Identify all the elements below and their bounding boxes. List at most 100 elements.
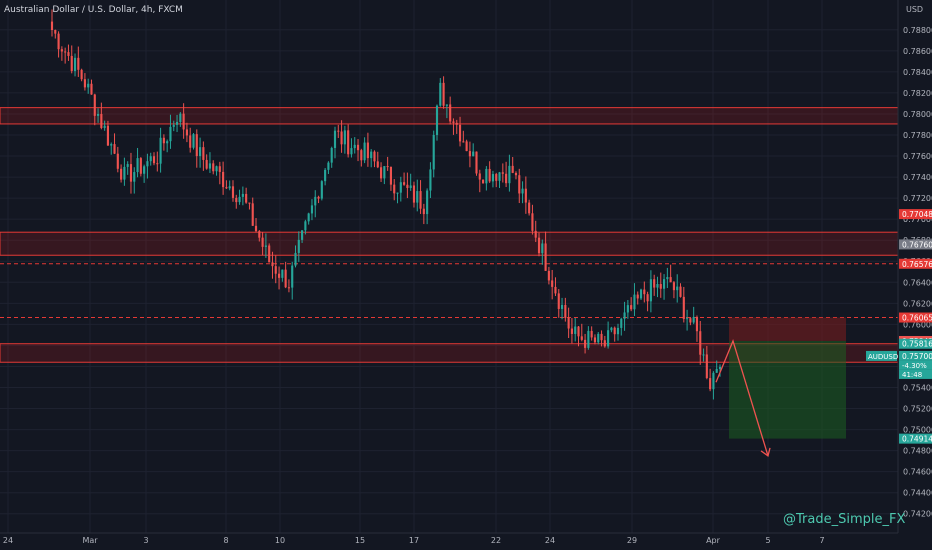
candle[interactable] (215, 166, 218, 172)
candle[interactable] (208, 163, 212, 169)
candle[interactable] (301, 230, 304, 240)
candle[interactable] (426, 190, 429, 215)
candle[interactable] (422, 208, 425, 215)
candle[interactable] (396, 192, 399, 194)
candle[interactable] (254, 225, 258, 232)
candle[interactable] (235, 197, 238, 203)
candle[interactable] (373, 151, 376, 162)
candle[interactable] (340, 131, 343, 145)
candle[interactable] (70, 55, 73, 72)
candle[interactable] (551, 280, 554, 287)
candle[interactable] (96, 113, 100, 116)
candle[interactable] (73, 57, 77, 72)
candle[interactable] (662, 279, 666, 289)
candle[interactable] (304, 221, 307, 231)
candle[interactable] (179, 113, 182, 122)
candle[interactable] (692, 316, 695, 323)
candle[interactable] (518, 175, 521, 194)
candle[interactable] (432, 134, 435, 170)
price-tag[interactable] (899, 312, 932, 323)
candle[interactable] (505, 173, 508, 184)
candle[interactable] (718, 367, 722, 369)
candle[interactable] (593, 337, 597, 343)
candle[interactable] (600, 333, 603, 341)
candle[interactable] (314, 196, 317, 206)
candle[interactable] (83, 79, 86, 88)
candle[interactable] (610, 327, 613, 331)
candle[interactable] (327, 162, 330, 170)
candle[interactable] (268, 245, 271, 263)
candle[interactable] (347, 130, 350, 155)
candle[interactable] (350, 148, 353, 155)
candle[interactable] (544, 243, 547, 271)
candle[interactable] (320, 181, 323, 199)
candle[interactable] (639, 289, 643, 299)
candle[interactable] (580, 336, 583, 340)
candle[interactable] (133, 172, 136, 182)
candle[interactable] (185, 129, 188, 136)
candle[interactable] (54, 30, 57, 34)
candle[interactable] (705, 354, 708, 379)
candle[interactable] (225, 187, 228, 189)
candle[interactable] (679, 286, 682, 297)
price-tag[interactable] (899, 338, 932, 349)
candle[interactable] (57, 33, 60, 50)
candle[interactable] (228, 186, 231, 189)
candle[interactable] (449, 104, 452, 122)
candle[interactable] (626, 305, 629, 313)
candle[interactable] (403, 182, 406, 185)
candle[interactable] (90, 83, 93, 95)
candle[interactable] (577, 326, 580, 337)
candle[interactable] (77, 57, 80, 70)
candle[interactable] (488, 168, 491, 182)
candle[interactable] (60, 49, 63, 52)
price-tag[interactable] (899, 433, 932, 444)
candle[interactable] (383, 166, 386, 179)
candle[interactable] (603, 340, 606, 347)
candle[interactable] (353, 144, 356, 149)
candle[interactable] (435, 105, 439, 135)
candle[interactable] (386, 166, 389, 168)
candle[interactable] (370, 151, 373, 159)
candle[interactable] (330, 147, 333, 163)
candle[interactable] (379, 167, 383, 179)
candle[interactable] (284, 269, 287, 288)
candle[interactable] (666, 277, 669, 280)
candle[interactable] (343, 130, 346, 145)
candle[interactable] (248, 202, 251, 204)
candle[interactable] (110, 144, 113, 146)
candle[interactable] (613, 327, 616, 335)
candle[interactable] (715, 368, 718, 373)
candle[interactable] (126, 164, 129, 167)
candle[interactable] (80, 69, 83, 80)
candle[interactable] (129, 164, 133, 182)
candle[interactable] (597, 333, 600, 343)
stop-loss-zone[interactable] (729, 317, 846, 341)
candle[interactable] (676, 286, 679, 291)
candle[interactable] (366, 142, 369, 159)
candle[interactable] (445, 104, 448, 106)
candle[interactable] (643, 289, 646, 295)
candle[interactable] (143, 166, 146, 174)
candle[interactable] (231, 186, 235, 198)
candle[interactable] (113, 144, 116, 154)
candle[interactable] (695, 316, 699, 332)
candle[interactable] (699, 331, 702, 355)
candle[interactable] (462, 141, 465, 143)
candle[interactable] (560, 304, 564, 309)
candle[interactable] (389, 166, 393, 185)
candle[interactable] (103, 125, 106, 128)
candle[interactable] (554, 286, 557, 294)
candle[interactable] (182, 113, 185, 130)
candle[interactable] (245, 193, 248, 203)
candle[interactable] (159, 137, 162, 164)
candle[interactable] (531, 213, 534, 231)
price-tag[interactable] (899, 350, 932, 361)
candle[interactable] (64, 51, 67, 53)
candle[interactable] (570, 328, 573, 334)
candle[interactable] (419, 191, 422, 209)
candle[interactable] (564, 304, 567, 318)
candle[interactable] (524, 188, 527, 203)
price-tag[interactable] (899, 258, 932, 269)
candle[interactable] (277, 273, 281, 278)
